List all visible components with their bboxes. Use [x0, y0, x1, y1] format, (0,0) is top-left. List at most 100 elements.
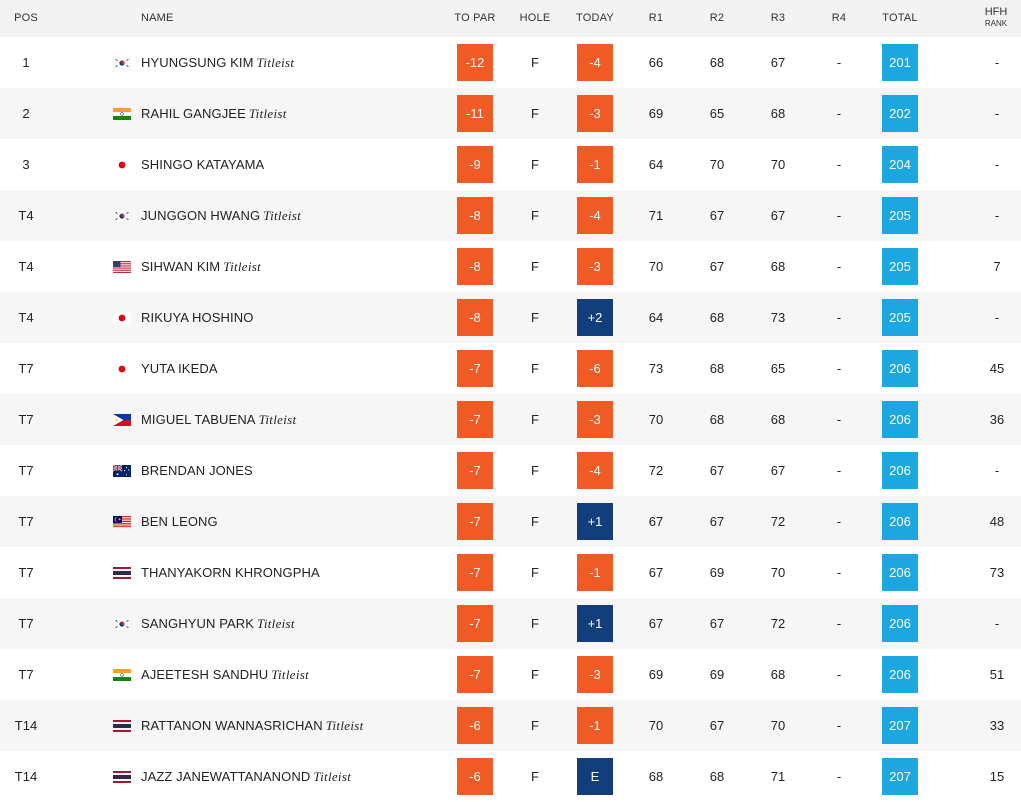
r2-score: 69 [709, 667, 725, 682]
position-cell: T4 [18, 259, 34, 274]
r3-score: 68 [770, 667, 786, 682]
usa-flag-icon [113, 260, 131, 273]
hole-cell: F [531, 616, 539, 631]
thailand-flag-icon [113, 719, 131, 732]
col-hole[interactable]: HOLE [519, 12, 551, 24]
position-cell: T7 [18, 565, 34, 580]
r4-score: - [836, 106, 842, 121]
col-total[interactable]: TOTAL [882, 12, 918, 24]
today-badge: +2 [577, 299, 613, 336]
r2-score: 68 [709, 361, 725, 376]
player-name-link[interactable]: MIGUEL TABUENA Titleist [141, 394, 296, 445]
col-today[interactable]: TODAY [576, 12, 614, 24]
table-row[interactable]: 1 HYUNGSUNG KIM Titleist -12 F -4 66 68 67 - 201 - [0, 37, 1021, 88]
total-badge: 207 [882, 758, 918, 795]
total-badge: 206 [882, 554, 918, 591]
col-r2[interactable]: R2 [709, 12, 725, 24]
player-name: JUNGGON HWANG [141, 208, 261, 223]
r3-score: 70 [770, 157, 786, 172]
total-badge: 206 [882, 656, 918, 693]
table-row[interactable]: T7 MIGUEL TABUENA Titleist -7 F -3 70 68 68 - 206 3… [0, 394, 1021, 445]
today-badge: -1 [577, 554, 613, 591]
player-name-link[interactable]: THANYAKORN KHRONGPHA [141, 547, 320, 598]
hole-cell: F [531, 514, 539, 529]
col-r3[interactable]: R3 [770, 12, 786, 24]
table-row[interactable]: 3 SHINGO KATAYAMA -9 F -1 64 70 70 - 204 - [0, 139, 1021, 190]
r3-score: 67 [770, 55, 786, 70]
player-name-link[interactable]: RIKUYA HOSHINO [141, 292, 253, 343]
player-name-link[interactable]: BRENDAN JONES [141, 445, 253, 496]
japan-flag-icon [113, 362, 131, 375]
hole-cell: F [531, 208, 539, 223]
r4-score: - [836, 55, 842, 70]
total-badge: 201 [882, 44, 918, 81]
hfh-rank-cell: 45 [989, 361, 1005, 376]
table-row[interactable]: T7 AJEETESH SANDHU Titleist -7 F -3 69 69 68 - 206… [0, 649, 1021, 700]
table-row[interactable]: T7 SANGHYUN PARK Titleist -7 F +1 67 67 72 - 206 - [0, 598, 1021, 649]
player-name-link[interactable]: JAZZ JANEWATTANANOND Titleist [141, 751, 351, 802]
player-name: RIKUYA HOSHINO [141, 310, 254, 325]
col-r1[interactable]: R1 [648, 12, 664, 24]
col-pos[interactable]: POS [14, 12, 38, 24]
r3-score: 72 [770, 514, 786, 529]
r4-score: - [836, 259, 842, 274]
to-par-badge: -12 [457, 44, 493, 81]
col-to-par[interactable]: TO PAR [454, 12, 496, 24]
today-badge: -4 [577, 197, 613, 234]
player-name-link[interactable]: HYUNGSUNG KIM Titleist [141, 37, 294, 88]
total-badge: 206 [882, 503, 918, 540]
total-badge: 205 [882, 197, 918, 234]
player-name-link[interactable]: SIHWAN KIM Titleist [141, 241, 261, 292]
r2-score: 65 [709, 106, 725, 121]
table-row[interactable]: T7 BEN LEONG -7 F +1 67 67 72 - 206 48 [0, 496, 1021, 547]
player-name-link[interactable]: YUTA IKEDA [141, 343, 218, 394]
titleist-logo: Titleist [248, 106, 287, 121]
hole-cell: F [531, 259, 539, 274]
table-row[interactable]: T4 RIKUYA HOSHINO -8 F +2 64 68 73 - 205 - [0, 292, 1021, 343]
today-badge: -1 [577, 146, 613, 183]
to-par-badge: -7 [457, 656, 493, 693]
player-name-link[interactable]: SHINGO KATAYAMA [141, 139, 264, 190]
player-name: MIGUEL TABUENA [141, 412, 256, 427]
player-name-link[interactable]: RAHIL GANGJEE Titleist [141, 88, 287, 139]
player-name-link[interactable]: RATTANON WANNASRICHAN Titleist [141, 700, 364, 751]
table-row[interactable]: T7 THANYAKORN KHRONGPHA -7 F -1 67 69 70 - 206 73 [0, 547, 1021, 598]
korea-flag-icon [112, 56, 132, 70]
table-row[interactable]: T4 SIHWAN KIM Titleist -8 F -3 70 67 68 - 205 7 [0, 241, 1021, 292]
player-name: YUTA IKEDA [141, 361, 218, 376]
col-name[interactable]: NAME [141, 12, 174, 24]
player-name-link[interactable]: AJEETESH SANDHU Titleist [141, 649, 309, 700]
r2-score: 68 [709, 310, 725, 325]
hfh-rank-cell: - [994, 463, 1000, 478]
titleist-logo: Titleist [223, 259, 262, 274]
hole-cell: F [531, 310, 539, 325]
r3-score: 70 [770, 718, 786, 733]
philippines-flag-icon [113, 413, 131, 426]
player-name-link[interactable]: JUNGGON HWANG Titleist [141, 190, 301, 241]
col-hfh-rank[interactable]: HFH RANK [985, 6, 1008, 30]
r3-score: 70 [770, 565, 786, 580]
table-row[interactable]: T4 JUNGGON HWANG Titleist -8 F -4 71 67 67 - 205 - [0, 190, 1021, 241]
table-row[interactable]: 2 RAHIL GANGJEE Titleist -11 F -3 69 65 68 - 202 - [0, 88, 1021, 139]
player-name-link[interactable]: SANGHYUN PARK Titleist [141, 598, 295, 649]
hole-cell: F [531, 55, 539, 70]
table-row[interactable]: T7 YUTA IKEDA -7 F -6 73 68 65 - 206 45 [0, 343, 1021, 394]
today-badge: -4 [577, 44, 613, 81]
australia-flag-icon [112, 464, 131, 477]
today-badge: -3 [577, 248, 613, 285]
player-name: RATTANON WANNASRICHAN [141, 718, 323, 733]
r2-score: 69 [709, 565, 725, 580]
table-row[interactable]: T14 RATTANON WANNASRICHAN Titleist -6 F -1 70 6… [0, 700, 1021, 751]
table-row[interactable]: T7 BRENDAN JONES -7 F -4 72 67 67 - 206 - [0, 445, 1021, 496]
total-badge: 206 [882, 401, 918, 438]
col-r4[interactable]: R4 [831, 12, 847, 24]
player-name: HYUNGSUNG KIM [141, 55, 254, 70]
r1-score: 73 [648, 361, 664, 376]
position-cell: 3 [22, 157, 30, 172]
r2-score: 67 [709, 259, 725, 274]
to-par-badge: -6 [457, 758, 493, 795]
player-name-link[interactable]: BEN LEONG [141, 496, 218, 547]
r2-score: 67 [709, 463, 725, 478]
table-row[interactable]: T14 JAZZ JANEWATTANANOND Titleist -6 F E 68 68 7… [0, 751, 1021, 802]
